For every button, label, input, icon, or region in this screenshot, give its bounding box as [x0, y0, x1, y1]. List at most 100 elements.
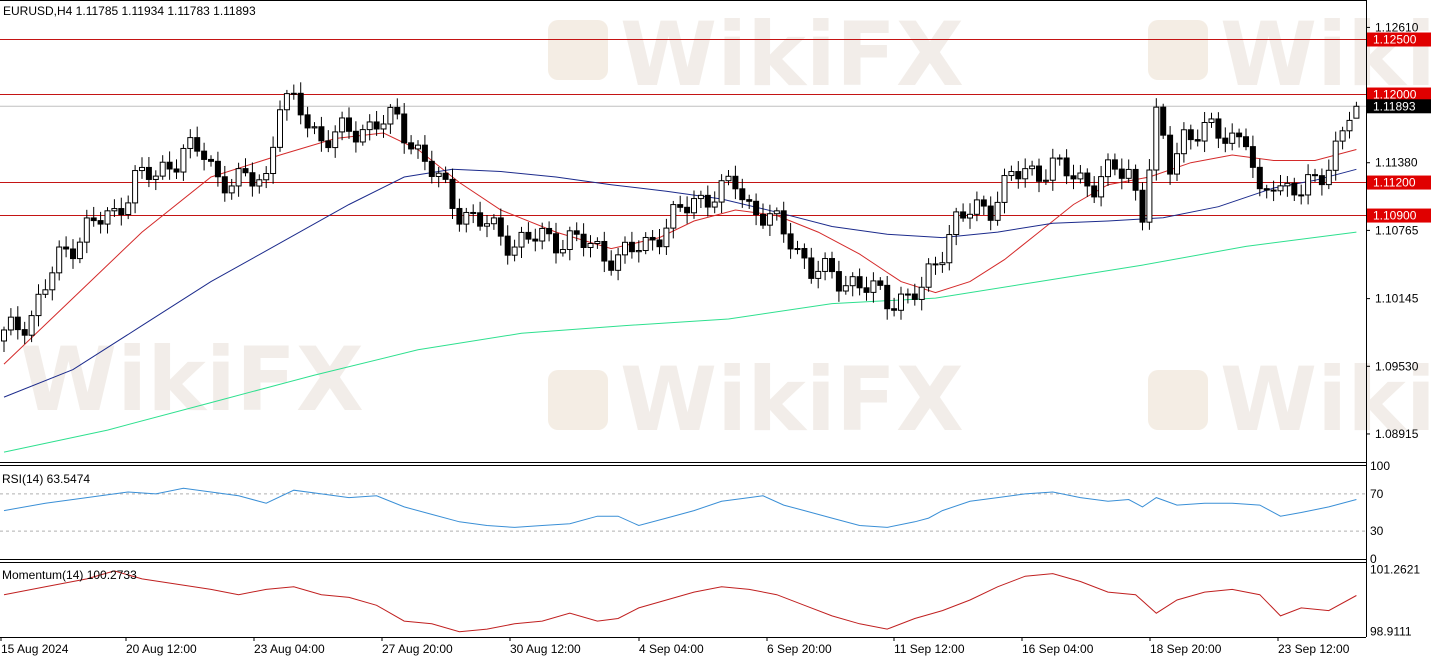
- candle-body: [960, 211, 967, 219]
- price-level-tag: [1367, 208, 1431, 223]
- price-level-tag: [1367, 32, 1431, 47]
- candle-body: [139, 166, 145, 172]
- candle-body: [1236, 132, 1243, 138]
- candle-body: [173, 168, 180, 173]
- candle-body: [608, 260, 615, 271]
- candle-body: [1036, 165, 1042, 182]
- candle-body: [180, 147, 187, 173]
- candle-body: [1111, 159, 1118, 170]
- candle-body: [642, 236, 649, 252]
- candle-body: [359, 129, 366, 143]
- candle-body: [339, 117, 346, 133]
- candle-body: [1332, 140, 1339, 171]
- candle-body: [166, 161, 173, 170]
- candle-body: [311, 126, 318, 129]
- time-tick-label: 27 Aug 20:00: [382, 642, 453, 656]
- candle-body: [518, 231, 525, 248]
- candle-body: [801, 248, 808, 259]
- candle-body: [201, 150, 208, 160]
- candle-body: [760, 214, 766, 226]
- time-tick-label: 16 Sep 04:00: [1022, 642, 1094, 656]
- candle-body: [1263, 188, 1270, 191]
- current-price-label: 1.11893: [1373, 99, 1416, 113]
- candle-body: [249, 172, 256, 187]
- candle-body: [421, 144, 428, 162]
- candle-body: [580, 233, 587, 248]
- candle-body: [649, 236, 656, 241]
- candle-body: [1001, 175, 1008, 203]
- candle-body: [90, 217, 97, 222]
- candle-body: [739, 188, 746, 201]
- candle-body: [145, 166, 152, 180]
- candle-body: [35, 293, 42, 317]
- candle-body: [1325, 169, 1332, 186]
- time-tick-label: 18 Sep 20:00: [1150, 642, 1222, 656]
- momentum-tick-label: 98.9111: [1370, 624, 1412, 638]
- candle-body: [1291, 182, 1298, 196]
- candle-body: [1132, 168, 1139, 191]
- candle-body: [1056, 157, 1063, 160]
- candle-body: [1305, 174, 1312, 196]
- price-tick-label: 1.08915: [1375, 427, 1419, 441]
- candle-body: [932, 263, 939, 266]
- candle-body: [1063, 157, 1070, 177]
- candle-body: [1194, 139, 1201, 142]
- candle-body: [656, 239, 663, 248]
- candle-body: [346, 117, 352, 132]
- candle-body: [829, 258, 835, 273]
- candle-body: [408, 142, 415, 150]
- candle-body: [663, 227, 670, 248]
- candle-body: [70, 248, 76, 260]
- candle-body: [304, 114, 311, 129]
- candle-body: [1146, 169, 1153, 223]
- candle-body: [132, 170, 139, 204]
- candle-body: [691, 198, 697, 214]
- candle-body: [366, 121, 373, 131]
- candle-body: [1091, 185, 1098, 198]
- candle-body: [435, 172, 442, 177]
- candle-body: [242, 168, 249, 174]
- candle-body: [808, 257, 815, 279]
- candle-body: [794, 248, 801, 251]
- price-level-label: 1.12500: [1373, 33, 1417, 47]
- time-tick-label: 30 Aug 12:00: [510, 642, 581, 656]
- candle-body: [573, 230, 580, 235]
- candle-body: [1022, 168, 1029, 180]
- time-axis: 15 Aug 2024 20 Aug 12:00 23 Aug 04:00 27 Au…: [0, 637, 1350, 656]
- candle-body: [76, 241, 83, 260]
- candle-body: [1187, 129, 1194, 141]
- price-tick-label: 1.09530: [1375, 359, 1419, 373]
- candle-body: [939, 262, 946, 266]
- price-level-label: 1.10900: [1373, 209, 1417, 223]
- candle-body: [1139, 189, 1146, 223]
- candle-body: [263, 173, 270, 181]
- current-price-tag: [1367, 99, 1431, 114]
- candle-body: [994, 201, 1001, 221]
- candle-body: [773, 210, 780, 215]
- candle-body: [1098, 176, 1105, 198]
- candle-body: [380, 123, 387, 130]
- candle-body: [1346, 119, 1353, 132]
- candle-body: [587, 243, 594, 248]
- watermark-text: WikiFX: [1220, 348, 1432, 451]
- candle-body: [352, 130, 359, 143]
- candle-body: [21, 329, 28, 336]
- candle-body: [615, 254, 622, 271]
- candle-body: [373, 121, 380, 130]
- candle-body: [428, 160, 435, 177]
- candle-body: [539, 227, 546, 242]
- candle-body: [1049, 157, 1056, 181]
- candle-body: [980, 199, 987, 207]
- rsi-tick-label: 0: [1370, 552, 1377, 566]
- candle-body: [159, 161, 166, 177]
- candle-body: [49, 272, 56, 291]
- candle-body: [1118, 168, 1125, 179]
- candle-body: [1215, 118, 1222, 139]
- price-level-tag: [1367, 87, 1431, 102]
- candle-body: [187, 137, 194, 149]
- candle-body: [594, 240, 601, 245]
- candle-body: [1277, 185, 1284, 192]
- momentum-panel: 101.2621 98.9111: [3, 562, 1420, 638]
- candle-body: [1229, 132, 1236, 144]
